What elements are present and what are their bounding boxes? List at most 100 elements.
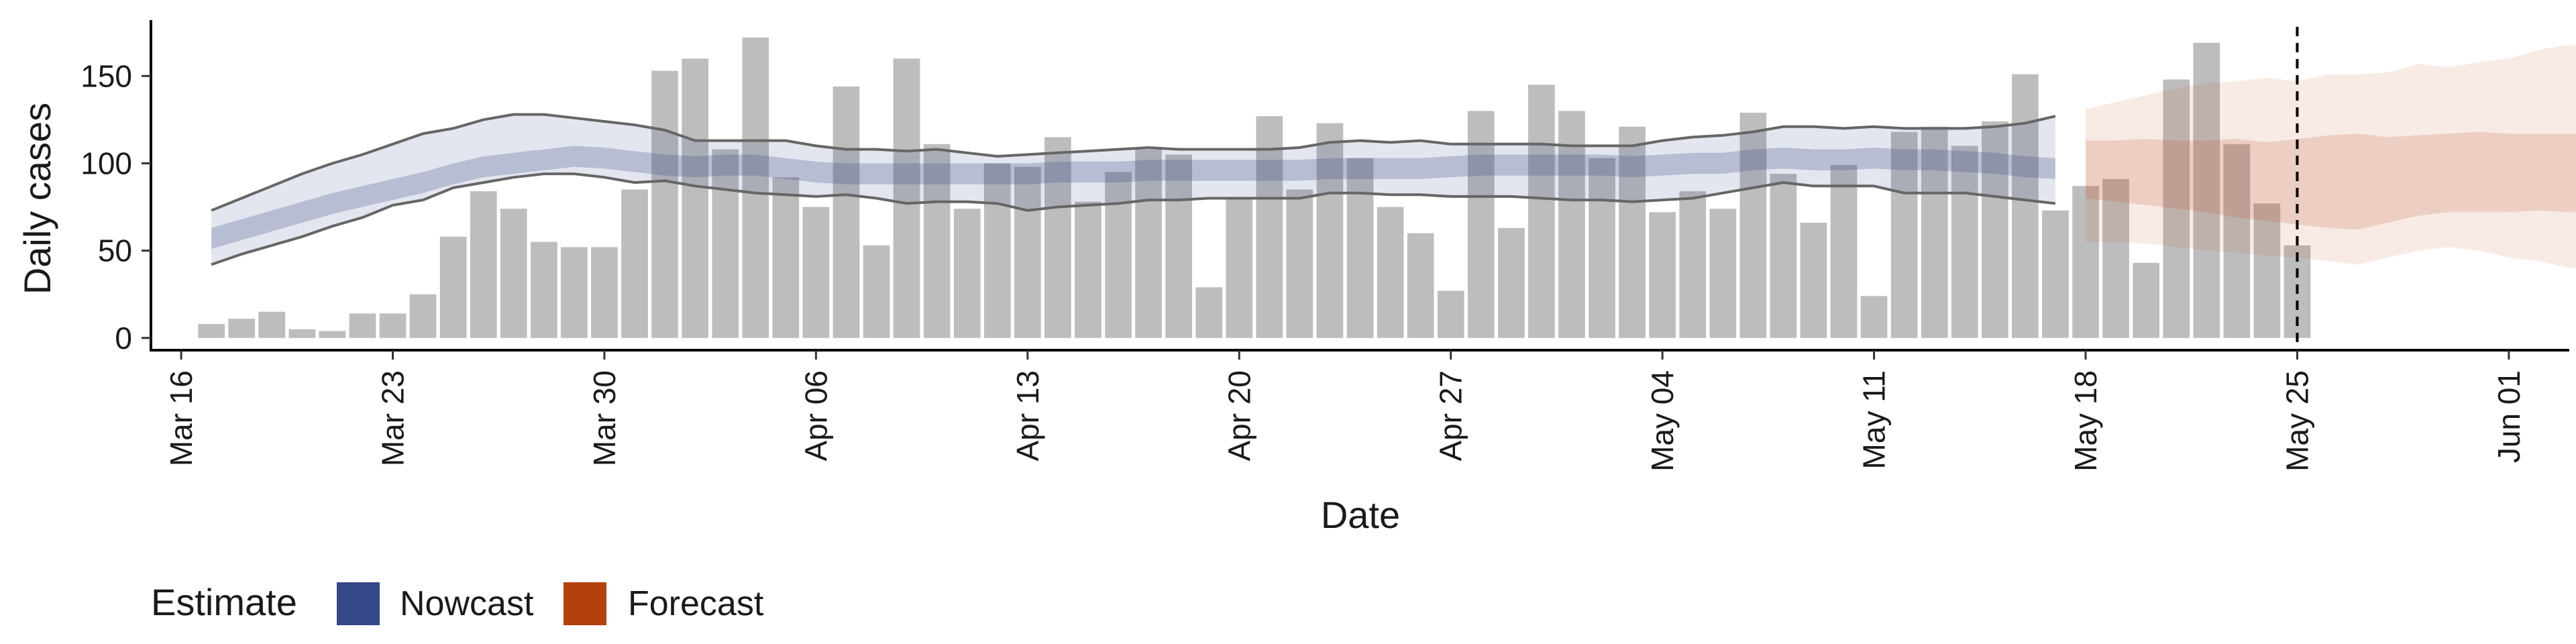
forecast-outer-band <box>2086 44 2576 268</box>
bar <box>1044 137 1071 338</box>
x-tick-label: Mar 30 <box>587 370 622 466</box>
bar <box>2223 144 2251 338</box>
bar <box>1377 207 1404 338</box>
bar <box>198 324 225 338</box>
y-tick-label: 50 <box>98 233 132 268</box>
bar <box>1437 290 1464 338</box>
bar <box>1165 154 1192 338</box>
bar <box>319 331 346 338</box>
nowcast-outer-band <box>211 114 2055 265</box>
bar <box>1860 296 1888 338</box>
bar <box>983 163 1011 338</box>
bar <box>470 191 497 338</box>
bar <box>288 329 316 338</box>
bar <box>531 241 557 338</box>
bar <box>1075 201 1102 338</box>
bar <box>591 247 618 338</box>
bar <box>1982 121 2008 338</box>
bar <box>1316 123 1344 338</box>
bar <box>1800 223 1827 338</box>
bar <box>1921 126 1948 338</box>
bar <box>2012 74 2039 338</box>
bar <box>1135 149 1162 338</box>
x-tick-label: Apr 27 <box>1434 370 1468 462</box>
forecast-inner-band <box>2086 131 2576 230</box>
bar <box>1739 113 1767 338</box>
x-tick-label: Mar 23 <box>376 370 411 466</box>
bar <box>1256 116 1283 338</box>
bar <box>228 319 256 338</box>
bar <box>1830 165 1858 338</box>
bar <box>1195 287 1223 338</box>
legend-key-nowcast <box>337 582 380 625</box>
bar <box>1467 111 1495 338</box>
bar <box>1498 227 1525 338</box>
bar <box>2042 210 2069 338</box>
bar <box>1649 212 1676 338</box>
bar <box>1105 172 1132 338</box>
bar <box>1558 111 1585 338</box>
bar <box>712 149 739 338</box>
bar <box>923 144 951 338</box>
bar <box>2163 79 2190 338</box>
nowcast-lower-line <box>211 172 2056 266</box>
bar <box>2193 42 2220 338</box>
bar <box>1226 198 1253 338</box>
nowcast-upper-line <box>211 113 2056 212</box>
bar <box>1709 209 1737 338</box>
x-tick-label: Mar 16 <box>164 370 199 466</box>
bar <box>1407 233 1434 338</box>
legend-key-forecast <box>564 582 606 625</box>
bar <box>2072 186 2099 338</box>
bar <box>1346 158 1374 338</box>
y-tick-label: 100 <box>80 146 132 180</box>
bar <box>621 189 648 338</box>
x-tick-label: May 25 <box>2279 370 2314 472</box>
bar <box>802 207 830 338</box>
bar <box>379 313 407 338</box>
bands-layer <box>211 44 2576 268</box>
y-tick-label: 150 <box>80 58 132 93</box>
bar <box>682 58 708 338</box>
bar <box>349 313 376 338</box>
x-tick-label: Jun 01 <box>2491 370 2526 463</box>
bar <box>2133 262 2159 338</box>
bar <box>772 177 800 338</box>
y-axis-title: Daily cases <box>16 103 58 294</box>
bar <box>2102 178 2129 338</box>
bar <box>1890 131 1918 338</box>
bars-layer <box>198 38 2311 338</box>
bar <box>893 58 920 338</box>
bar <box>500 209 527 338</box>
bar <box>1770 174 1797 338</box>
bar <box>2253 203 2281 338</box>
bar <box>258 311 286 338</box>
bar <box>742 38 769 338</box>
bar <box>833 86 860 338</box>
x-tick-label: Apr 13 <box>1010 370 1045 462</box>
bar <box>1286 189 1313 338</box>
bar <box>651 70 678 338</box>
y-tick-label: 0 <box>115 321 132 356</box>
nowcast-inner-band <box>211 146 2055 249</box>
bar <box>1951 146 1978 338</box>
legend-label-forecast: Forecast <box>628 584 764 623</box>
x-tick-label: Apr 06 <box>798 370 833 462</box>
x-tick-label: May 04 <box>1645 370 1680 472</box>
legend-title: Estimate <box>151 581 297 623</box>
bar <box>863 245 890 338</box>
legend: Estimate Nowcast Forecast <box>151 581 764 625</box>
legend-label-nowcast: Nowcast <box>400 584 534 623</box>
bar <box>1679 191 1707 338</box>
x-tick-label: May 11 <box>1857 370 1892 469</box>
x-axis-title: Date <box>1321 494 1400 536</box>
bar <box>1528 85 1555 338</box>
bar <box>561 247 588 338</box>
bar <box>439 236 467 338</box>
axes-layer: 0 50 100 150 Mar 16 Mar 23 Mar 30 Apr 06 Apr 13 A… <box>80 20 2569 472</box>
x-tick-label: May 18 <box>2068 370 2103 472</box>
bar <box>1014 166 1041 338</box>
bar <box>953 209 981 338</box>
x-tick-label: Apr 20 <box>1222 370 1256 462</box>
